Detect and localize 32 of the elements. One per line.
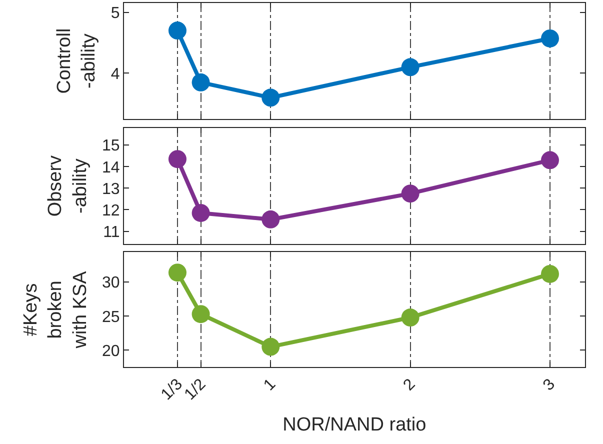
x-axis-title: NOR/NAND ratio [282, 414, 426, 436]
y-axis-title: #Keys broken with KSA [20, 270, 91, 350]
point [168, 264, 186, 282]
x-tick-label: 1 [260, 376, 280, 394]
point [401, 308, 420, 327]
x-tick-label: 2 [400, 376, 419, 394]
point [168, 150, 186, 168]
y-tick-label: 25 [102, 308, 120, 326]
y-tick-label: 13 [102, 180, 120, 198]
y-tick-label: 30 [102, 274, 120, 292]
point [401, 58, 420, 76]
point [192, 305, 210, 324]
point [192, 73, 210, 92]
point [262, 338, 280, 356]
y-tick-label: 14 [102, 159, 120, 176]
x-tick-label: 3 [540, 376, 559, 394]
point [262, 210, 280, 228]
point [401, 184, 420, 203]
point [168, 22, 186, 40]
y-tick-label: 5 [110, 4, 120, 22]
point [262, 88, 280, 107]
y-axis-title: Controll -ability [54, 28, 100, 94]
point [540, 29, 559, 48]
point [192, 204, 210, 222]
y-tick-label: 15 [102, 138, 120, 155]
point [540, 151, 559, 170]
y-tick-label: 11 [103, 224, 120, 241]
y-axis-title: Observ -ability [45, 154, 91, 217]
y-tick-label: 4 [110, 66, 120, 83]
point [540, 264, 559, 283]
y-tick-label: 12 [102, 202, 120, 220]
y-tick-label: 20 [102, 342, 120, 360]
